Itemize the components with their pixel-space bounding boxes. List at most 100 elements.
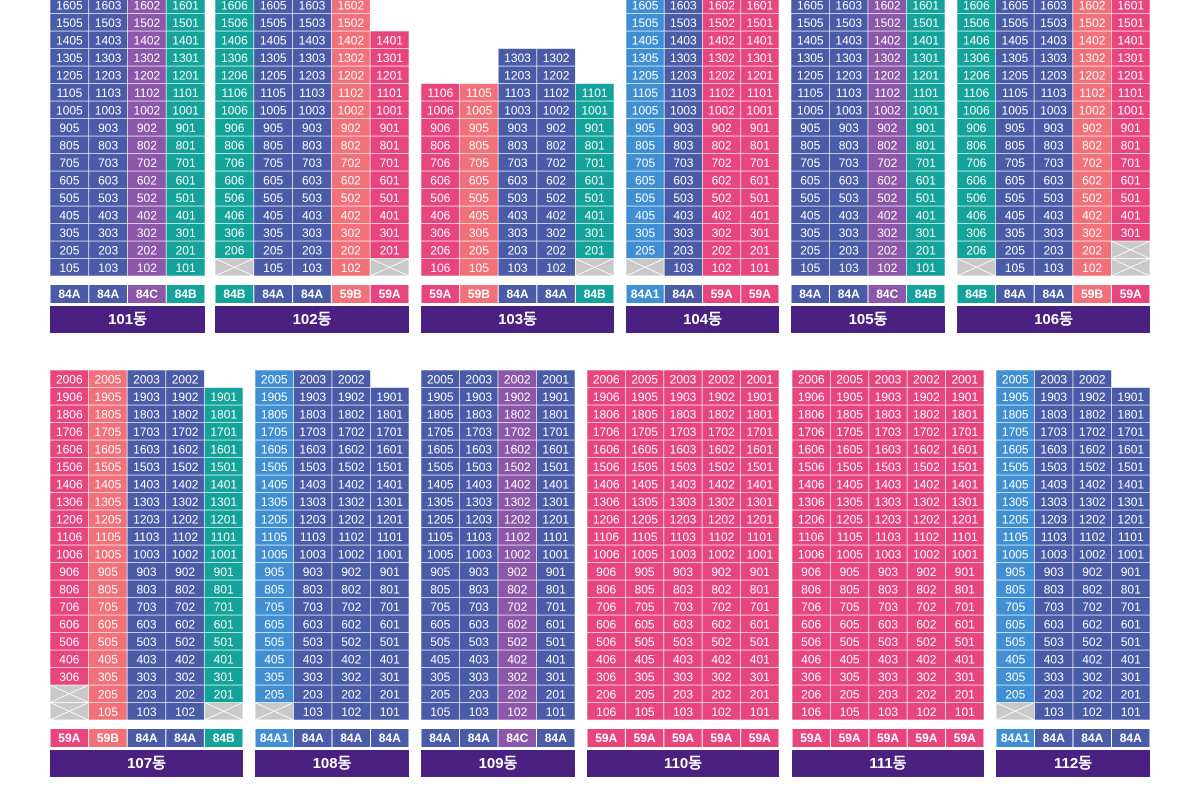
unit-number: 1101 [173,86,199,100]
unit-number: 605 [1005,173,1025,187]
unit-number: 1601 [210,442,237,456]
unit-number: 406 [596,652,616,666]
building-name: 104동 [683,311,722,328]
unit-number: 605 [264,617,284,631]
type-label: 84A [174,731,196,745]
type-cell [625,729,664,747]
type-cell [332,729,370,747]
unit-number: 502 [341,191,361,205]
unit-number: 403 [136,652,156,666]
unit-number: 1302 [708,51,735,65]
unit-number: 1105 [95,530,121,544]
unit-number: 1002 [172,547,199,561]
unit-cell [1111,387,1151,406]
unit-number: 1206 [798,512,825,526]
unit-number: 1606 [963,0,990,12]
type-cell [255,729,293,747]
unit-number: 902 [341,565,361,579]
unit-number: 602 [546,173,566,187]
unit-cell [945,369,985,388]
unit-number: 1001 [1117,547,1144,561]
unit-number: 1205 [1002,512,1029,526]
unit-number: 1806 [593,407,620,421]
unit-number: 1103 [95,86,121,100]
unit-number: 902 [711,565,731,579]
unit-number: 1303 [299,51,326,65]
unit-number: 1301 [1117,495,1144,509]
unit-number: 1602 [172,442,199,456]
unit-number: 1101 [582,86,608,100]
type-label: 84A [340,731,362,745]
unit-number: 405 [469,208,489,222]
unit-number: 1701 [376,425,403,439]
unit-number: 805 [635,138,655,152]
unit-number: 1201 [376,512,403,526]
unit-number: 502 [137,191,157,205]
unit-number: 401 [916,208,936,222]
unit-number: 1202 [708,512,735,526]
unit-number: 2005 [261,372,288,386]
unit-number: 903 [1044,565,1064,579]
type-label: 59A [1120,287,1142,301]
unit-number: 1502 [337,16,364,30]
unit-number: 302 [507,670,527,684]
unit-number: 1203 [1040,68,1067,82]
unit-cell [740,369,780,388]
unit-number: 903 [136,565,156,579]
unit-number: 905 [469,121,489,135]
unit-number: 1402 [134,33,161,47]
type-cell [830,285,868,303]
type-label: 84A [302,731,324,745]
unit-number: 201 [585,243,605,257]
unit-number: 601 [1121,617,1141,631]
unit-number: 1101 [913,86,939,100]
unit-number: 306 [596,670,616,684]
unit-number: 605 [800,173,820,187]
unit-number: 905 [800,121,820,135]
type-cell [703,285,741,303]
unit-number: 1006 [593,547,620,561]
unit-number: 1205 [261,512,288,526]
unit-number: 501 [214,635,234,649]
unit-number: 1203 [875,512,902,526]
type-label: 84A [1042,287,1064,301]
unit-number: 1703 [299,425,326,439]
unit-number: 202 [341,243,361,257]
unit-number: 1305 [631,495,658,509]
unit-number: 1601 [1117,0,1144,12]
unit-number: 1101 [543,530,569,544]
unit-number: 1706 [56,425,83,439]
type-cell [575,285,614,303]
unit-number: 505 [263,191,283,205]
unit-number: 905 [59,121,79,135]
unit-number: 303 [673,670,693,684]
type-cell [331,285,370,303]
unit-number: 806 [966,138,986,152]
unit-number: 1503 [670,16,697,30]
type-cell [537,285,575,303]
unit-number: 203 [136,687,156,701]
building-name: 112동 [1054,755,1092,772]
unit-number: 802 [1082,582,1102,596]
unit-number: 702 [341,156,361,170]
empty-cross [1111,240,1151,259]
unit-number: 203 [673,687,693,701]
unit-number: 703 [1044,600,1064,614]
unit-number: 306 [224,226,244,240]
unit-number: 1903 [670,390,697,404]
unit-number: 703 [878,600,898,614]
unit-number: 1102 [338,86,364,100]
unit-number: 1001 [951,547,978,561]
building-bar [255,750,409,777]
unit-number: 1903 [1040,390,1067,404]
unit-number: 602 [341,617,361,631]
unit-number: 1406 [221,33,248,47]
unit-number: 601 [585,173,605,187]
unit-number: 1202 [134,68,161,82]
empty-cross [214,258,254,277]
unit-number: 102 [175,705,195,719]
unit-number: 105 [1005,261,1025,275]
unit-number: 601 [750,173,770,187]
unit-number: 202 [712,243,732,257]
unit-number: 1002 [337,103,364,117]
